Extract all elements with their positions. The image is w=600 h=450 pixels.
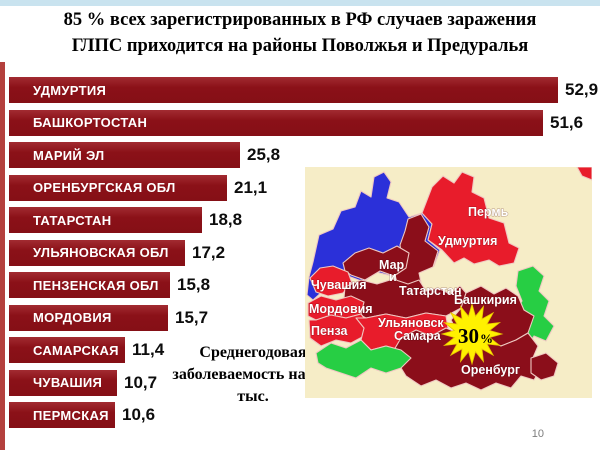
bar-value: 18,8 bbox=[209, 210, 243, 229]
map-label-tatarstan: Татарстан bbox=[399, 284, 462, 298]
note-text: Среднегодовая заболеваемость на 100 тыс. bbox=[172, 344, 334, 406]
map-label-mordovia: Мордовия bbox=[309, 302, 373, 316]
bar-row: ПЕНЗЕНСКАЯ ОБЛ 15,8 bbox=[9, 272, 600, 298]
map-region-green-southwest bbox=[315, 339, 412, 379]
bar-row: УДМУРТИЯ 52,9 bbox=[9, 77, 600, 103]
bar-label: ОРЕНБУРГСКАЯ ОБЛ bbox=[33, 180, 176, 195]
bar-label: МОРДОВИЯ bbox=[33, 310, 112, 325]
region-map-svg: 30% Пермь Удмуртия Мар и Чувашия Татарст… bbox=[305, 166, 593, 398]
bar: ЧУВАШИЯ bbox=[9, 369, 117, 396]
bar-row: САМАРСКАЯ 11,4 bbox=[9, 337, 600, 363]
bar: ТАТАРСТАН bbox=[9, 207, 202, 233]
map-label-samara: Самара bbox=[394, 329, 442, 343]
bar-value: 17,2 bbox=[192, 242, 226, 262]
left-accent-strip bbox=[0, 62, 5, 450]
map-label-udmurtia: Удмуртия bbox=[438, 234, 497, 248]
bar-chart: УДМУРТИЯ 52,9 БАШКОРТОСТАН 51,6 МАРИЙ ЭЛ 25,8… bbox=[9, 77, 600, 435]
bar-row: ПЕРМСКАЯ 10,6 bbox=[9, 402, 600, 428]
bar: БАШКОРТОСТАН bbox=[9, 109, 543, 136]
slide-title: 85 % всех зарегистрированных в РФ случае… bbox=[18, 8, 582, 59]
map-label-ulyanovsk: Ульяновск bbox=[378, 316, 444, 330]
bar-value: 11,4 bbox=[132, 340, 165, 359]
bar-row: ОРЕНБУРГСКАЯ ОБЛ 21,1 bbox=[9, 174, 600, 201]
map-label-penza: Пенза bbox=[311, 324, 349, 338]
bar: ПЕРМСКАЯ bbox=[9, 402, 115, 428]
bar-value: 51,6 bbox=[550, 112, 584, 132]
bar: УЛЬЯНОВСКАЯ ОБЛ bbox=[9, 239, 185, 266]
bar-label: САМАРСКАЯ bbox=[33, 342, 119, 358]
region-map: 30% Пермь Удмуртия Мар и Чувашия Татарст… bbox=[305, 166, 593, 398]
map-region-perm bbox=[421, 171, 520, 267]
bar: МОРДОВИЯ bbox=[9, 304, 168, 331]
bar-value: 21,1 bbox=[234, 177, 268, 197]
top-accent-strip bbox=[0, 0, 600, 6]
map-region-chuvashia bbox=[309, 265, 353, 297]
starburst-icon bbox=[440, 302, 504, 366]
bar-value: 25,8 bbox=[247, 145, 281, 164]
bar: ОРЕНБУРГСКАЯ ОБЛ bbox=[9, 174, 227, 201]
bar-label: БАШКОРТОСТАН bbox=[33, 115, 148, 130]
bar-label: ПЕРМСКАЯ bbox=[33, 407, 109, 423]
bar: МАРИЙ ЭЛ bbox=[9, 142, 240, 168]
map-label-orenburg: Оренбург bbox=[461, 363, 520, 377]
slide-title-line1: 85 % всех зарегистрированных в РФ случае… bbox=[63, 10, 537, 30]
map-label-chuvashia: Чувашия bbox=[311, 278, 367, 292]
map-label-perm: Пермь bbox=[468, 205, 509, 219]
bar-value: 15,7 bbox=[175, 307, 209, 327]
bar-row: ТАТАРСТАН 18,8 bbox=[9, 207, 600, 233]
bar-value: 10,6 bbox=[122, 405, 156, 424]
bar-label: ЧУВАШИЯ bbox=[33, 375, 103, 390]
bar-row: БАШКОРТОСТАН 51,6 bbox=[9, 109, 600, 136]
bar-label: МАРИЙ ЭЛ bbox=[33, 147, 105, 163]
bar-row: МАРИЙ ЭЛ 25,8 bbox=[9, 142, 600, 168]
map-label-mari-1: Мар bbox=[379, 258, 405, 272]
callout-30-percent: 30% bbox=[458, 324, 493, 348]
bar-label: УЛЬЯНОВСКАЯ ОБЛ bbox=[33, 245, 169, 260]
bar-value: 10,7 bbox=[124, 372, 158, 392]
bar: УДМУРТИЯ bbox=[9, 77, 558, 103]
map-region-mari-el bbox=[342, 245, 410, 281]
bar: ПЕНЗЕНСКАЯ ОБЛ bbox=[9, 272, 170, 298]
bar: САМАРСКАЯ bbox=[9, 337, 125, 363]
bar-value: 15,8 bbox=[177, 275, 211, 294]
bar-label: ТАТАРСТАН bbox=[33, 212, 112, 228]
page-number: 10 bbox=[531, 428, 544, 440]
bar-row: ЧУВАШИЯ 10,7 bbox=[9, 369, 600, 396]
map-label-bashkiria: Башкирия bbox=[454, 293, 517, 307]
map-label-mari-2: и bbox=[389, 270, 397, 284]
bar-value: 52,9 bbox=[565, 80, 599, 99]
map-region-dark-southeast bbox=[530, 352, 559, 381]
bar-label: ПЕНЗЕНСКАЯ ОБЛ bbox=[33, 277, 159, 293]
bar-row: УЛЬЯНОВСКАЯ ОБЛ 17,2 bbox=[9, 239, 600, 266]
slide-title-line2: ГЛПС приходится на районы Поволжья и Пре… bbox=[71, 35, 529, 56]
bar-label: УДМУРТИЯ bbox=[33, 82, 107, 98]
bar-row: МОРДОВИЯ 15,7 bbox=[9, 304, 600, 331]
